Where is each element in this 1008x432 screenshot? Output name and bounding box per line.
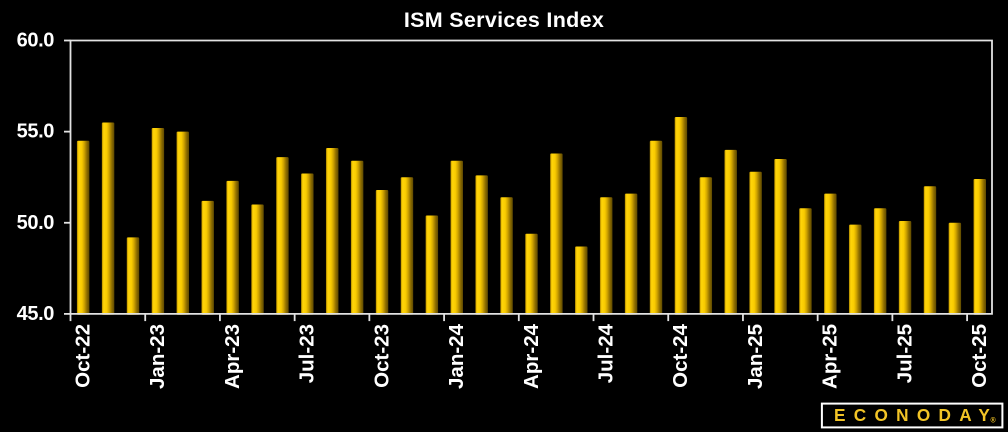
svg-text:Oct-23: Oct-23	[370, 324, 393, 388]
svg-text:Oct-25: Oct-25	[968, 324, 991, 388]
svg-text:50.0: 50.0	[17, 212, 55, 234]
svg-text:®: ®	[991, 417, 997, 425]
svg-text:55.0: 55.0	[17, 121, 55, 143]
svg-text:Jul-25: Jul-25	[893, 324, 916, 383]
svg-text:Apr-24: Apr-24	[520, 323, 543, 389]
svg-text:45.0: 45.0	[17, 303, 55, 325]
svg-text:ISM Services Index: ISM Services Index	[404, 8, 604, 32]
svg-text:Jul-23: Jul-23	[296, 324, 319, 383]
svg-text:Oct-22: Oct-22	[71, 324, 94, 388]
svg-text:60.0: 60.0	[17, 30, 55, 52]
svg-text:Jan-23: Jan-23	[146, 324, 169, 389]
svg-text:ECONODAY: ECONODAY	[834, 405, 998, 425]
svg-text:Apr-25: Apr-25	[819, 324, 842, 389]
svg-text:Jul-24: Jul-24	[594, 323, 617, 383]
svg-text:Jan-25: Jan-25	[744, 324, 767, 389]
svg-text:Oct-24: Oct-24	[669, 323, 692, 387]
svg-text:Jan-24: Jan-24	[445, 323, 468, 389]
svg-text:Apr-23: Apr-23	[221, 324, 244, 389]
